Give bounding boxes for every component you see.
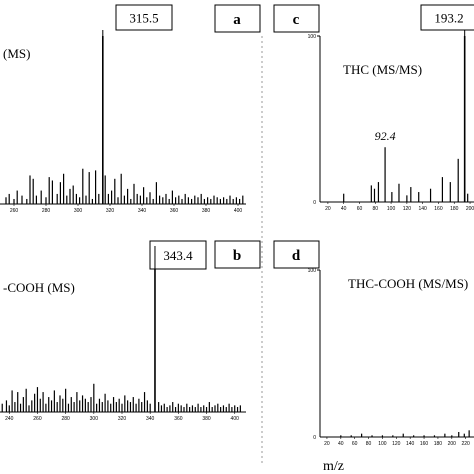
x-tick-label-b: 240 (5, 416, 14, 422)
x-tick-label-b: 260 (33, 416, 42, 422)
x-axis-label: m/z (323, 459, 344, 474)
x-tick-label-b: 360 (174, 416, 183, 422)
x-tick-label-a: 340 (138, 208, 147, 214)
x-tick-label-c: 80 (373, 206, 379, 212)
y-max-label-c: 100 (308, 34, 317, 40)
x-tick-label-c: 160 (434, 206, 443, 212)
x-tick-label-d: 120 (392, 441, 401, 447)
x-tick-label-a: 360 (170, 208, 179, 214)
x-tick-label-d: 40 (338, 441, 344, 447)
x-tick-label-d: 60 (352, 441, 358, 447)
panel-letter-box-b (214, 240, 261, 269)
y-max-label-d: 100 (308, 268, 317, 274)
x-tick-label-b: 280 (61, 416, 70, 422)
x-tick-label-a: 280 (42, 208, 51, 214)
x-tick-label-d: 20 (324, 441, 330, 447)
x-tick-label-b: 400 (231, 416, 240, 422)
x-tick-label-d: 100 (378, 441, 387, 447)
x-tick-label-b: 340 (146, 416, 155, 422)
panel-letter-box-c (273, 4, 320, 33)
peak-label-box-a (115, 4, 173, 31)
peak-label-b: 343.4 (163, 248, 193, 263)
x-tick-label-a: 320 (106, 208, 115, 214)
panel-title-d: THC-COOH (MS/MS) (348, 276, 468, 291)
x-tick-label-b: 380 (202, 416, 211, 422)
x-tick-label-c: 200 (466, 206, 474, 212)
panel-letter-a: a (233, 12, 241, 28)
x-tick-label-d: 140 (406, 441, 415, 447)
panel-letter-d: d (292, 248, 301, 264)
x-tick-label-d: 200 (448, 441, 457, 447)
x-tick-label-a: 260 (10, 208, 19, 214)
x-tick-label-a: 300 (74, 208, 83, 214)
x-tick-label-c: 20 (325, 206, 331, 212)
x-tick-label-c: 120 (403, 206, 412, 212)
panel-title-b: -COOH (MS) (3, 280, 75, 295)
x-tick-label-c: 60 (357, 206, 363, 212)
x-tick-label-a: 380 (202, 208, 211, 214)
y-zero-label-c: 0 (313, 200, 316, 206)
peak-label-box-c (420, 4, 474, 31)
peak-label-a: 315.5 (129, 11, 158, 26)
panel-letter-box-a (214, 4, 261, 33)
x-tick-label-d: 220 (462, 441, 471, 447)
x-tick-label-d: 160 (420, 441, 429, 447)
x-tick-label-b: 320 (118, 416, 127, 422)
x-tick-label-c: 40 (341, 206, 347, 212)
x-tick-label-a: 400 (234, 208, 243, 214)
panel-letter-c: c (293, 12, 300, 28)
panel-letter-b: b (233, 248, 241, 264)
x-tick-label-b: 300 (90, 416, 99, 422)
panel-title-a: (MS) (3, 46, 30, 61)
y-zero-label-d: 0 (313, 435, 316, 441)
peak-annotation-c: 92.4 (375, 129, 396, 143)
x-tick-label-d: 180 (434, 441, 443, 447)
peak-label-box-b (149, 240, 207, 270)
panel-letter-box-d (273, 240, 320, 269)
x-tick-label-c: 140 (418, 206, 427, 212)
x-tick-label-c: 180 (450, 206, 459, 212)
panel-title-c: THC (MS/MS) (343, 62, 422, 77)
x-tick-label-c: 100 (387, 206, 396, 212)
peak-label-c: 193.2 (434, 11, 463, 26)
x-tick-label-d: 80 (366, 441, 372, 447)
